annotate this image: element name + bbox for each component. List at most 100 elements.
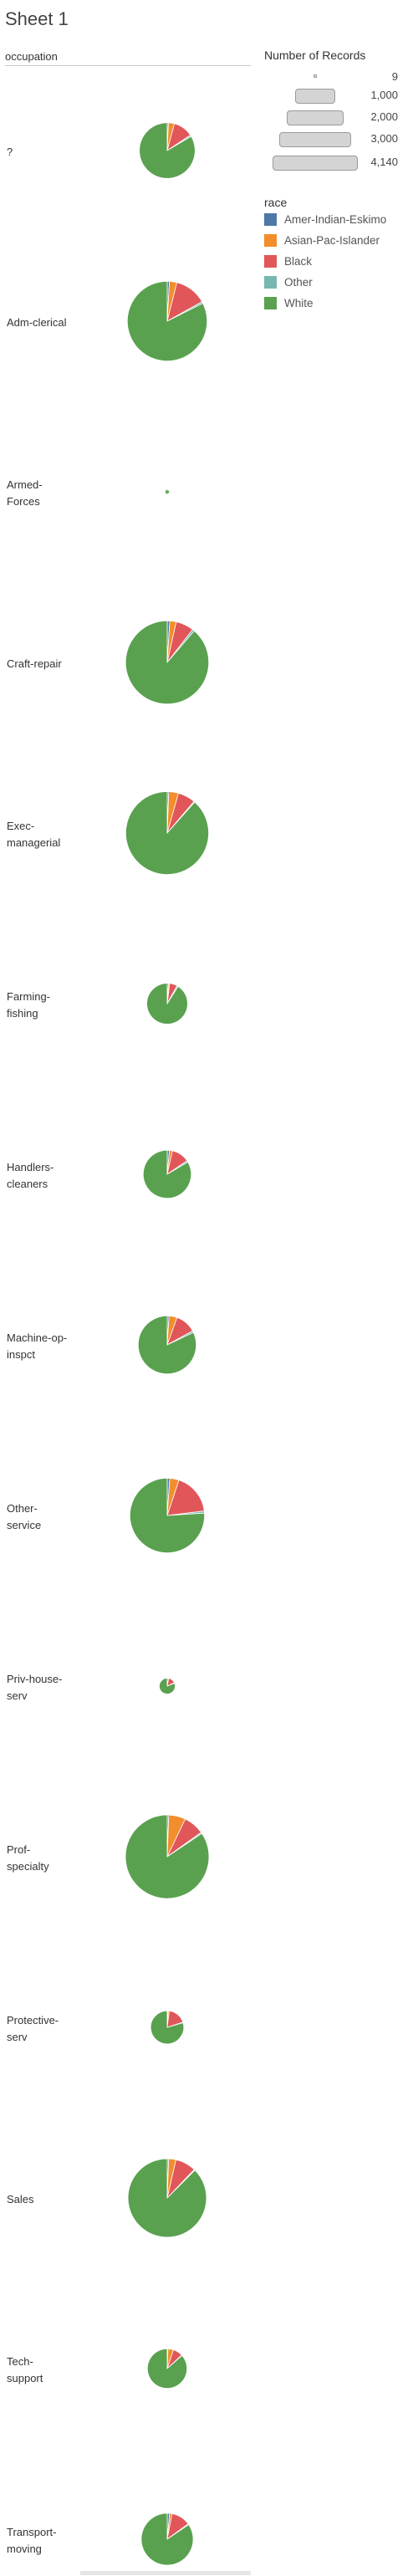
row-label[interactable]: Protective-serv	[7, 2012, 82, 2046]
color-swatch	[264, 276, 277, 289]
row-label[interactable]: Machine-op-inspct	[7, 1330, 82, 1363]
pie-slice[interactable]	[142, 1149, 192, 1199]
row-label[interactable]: Tech-support	[7, 2354, 82, 2387]
row-label-line: Craft-repair	[7, 657, 62, 670]
size-legend-item: 9	[264, 69, 398, 87]
row-label[interactable]: Transport-moving	[7, 2524, 82, 2558]
size-legend-item: 3,000	[264, 130, 398, 149]
row-label-line: Transport-	[7, 2526, 57, 2538]
row-label-line: Prof-	[7, 1843, 31, 1856]
row-label[interactable]: Prof-specialty	[7, 1842, 82, 1875]
row-label[interactable]: ?	[7, 144, 82, 161]
row-label[interactable]: Priv-house-serv	[7, 1671, 82, 1705]
pie-slice[interactable]	[125, 1814, 210, 1899]
color-legend-item[interactable]: Other	[264, 272, 408, 293]
size-legend-mark	[295, 89, 335, 104]
pie[interactable]	[126, 280, 208, 362]
color-legend-label: Other	[284, 276, 313, 289]
pie[interactable]	[129, 1477, 205, 1554]
row-label-line: support	[7, 2372, 43, 2384]
pie-slice[interactable]	[146, 2348, 188, 2389]
row-label-line: cleaners	[7, 1178, 48, 1190]
row-label-line: serv	[7, 2031, 28, 2043]
pie-slice[interactable]	[166, 1480, 205, 1516]
row-label-line: specialty	[7, 1860, 49, 1873]
pie[interactable]	[125, 791, 209, 875]
size-legend: 9 1,000 2,000 3,000 4,140	[264, 64, 408, 189]
color-legend-item[interactable]: Asian-Pac-Islander	[264, 230, 408, 251]
row-label[interactable]: Handlers-cleaners	[7, 1159, 82, 1193]
pie-slice[interactable]	[129, 1477, 205, 1554]
color-legend-item[interactable]: Black	[264, 251, 408, 272]
legend-panel: Number of Records 9 1,000 2,000 3,000 4,140 …	[264, 49, 408, 314]
row-label-line: Forces	[7, 495, 40, 508]
row-label-line: Tech-	[7, 2355, 33, 2368]
pie[interactable]	[127, 2158, 207, 2238]
row-label-line: Sales	[7, 2193, 34, 2205]
row-label-line: service	[7, 1519, 42, 1531]
pie-slice[interactable]	[150, 2010, 185, 2045]
pie[interactable]	[146, 2348, 188, 2389]
size-legend-mark	[279, 132, 351, 147]
pie[interactable]	[165, 489, 170, 494]
row-label[interactable]: Adm-clerical	[7, 314, 82, 331]
row-label-line: managerial	[7, 836, 61, 849]
row-label[interactable]: Sales	[7, 2191, 82, 2208]
size-legend-label: 9	[391, 70, 398, 83]
color-legend-label: Asian-Pac-Islander	[284, 234, 380, 247]
row-label-line: Farming-	[7, 990, 51, 1003]
color-swatch	[264, 297, 277, 309]
pie-slice[interactable]	[127, 2158, 207, 2238]
pie[interactable]	[125, 620, 210, 705]
row-label-line: Armed-	[7, 478, 43, 491]
row-label-line: moving	[7, 2543, 42, 2555]
color-legend-label: Amer-Indian-Eskimo	[284, 213, 387, 226]
row-label-line: serv	[7, 1689, 28, 1702]
color-swatch	[264, 255, 277, 268]
size-legend-mark	[287, 110, 344, 125]
row-label[interactable]: Exec-managerial	[7, 818, 82, 851]
pie[interactable]	[140, 2512, 194, 2566]
color-legend-item[interactable]: Amer-Indian-Eskimo	[264, 209, 408, 230]
column-header-occupation[interactable]: occupation	[5, 50, 58, 63]
color-legend-item[interactable]: White	[264, 293, 408, 314]
pie[interactable]	[159, 1678, 176, 1694]
pie[interactable]	[150, 2010, 185, 2045]
size-legend-label: 1,000	[370, 89, 398, 101]
pie-slice[interactable]	[125, 791, 209, 875]
pie[interactable]	[139, 122, 196, 179]
size-legend-label: 3,000	[370, 132, 398, 145]
row-label-line: Handlers-	[7, 1161, 54, 1173]
row-label-line: fishing	[7, 1007, 38, 1020]
pie[interactable]	[146, 983, 188, 1025]
size-legend-mark	[314, 74, 317, 78]
pie-slice[interactable]	[137, 1315, 197, 1375]
pie-slice[interactable]	[139, 122, 196, 179]
color-legend-label: White	[284, 297, 314, 309]
row-label-line: Other-	[7, 1502, 38, 1515]
pie-slice[interactable]	[126, 280, 208, 362]
row-label[interactable]: Farming-fishing	[7, 989, 82, 1022]
size-legend-label: 4,140	[370, 156, 398, 168]
pie-slice[interactable]	[140, 2512, 194, 2566]
color-swatch	[264, 213, 277, 226]
row-label-line: Machine-op-	[7, 1331, 68, 1344]
color-legend-title: race	[264, 196, 288, 209]
color-legend: Amer-Indian-Eskimo Asian-Pac-Islander Blac…	[264, 209, 408, 314]
horizontal-scrollbar[interactable]	[80, 2571, 251, 2575]
pie-slice[interactable]	[165, 489, 170, 494]
size-legend-item: 1,000	[264, 87, 398, 105]
pie-slice[interactable]	[125, 620, 210, 705]
row-label[interactable]: Armed- Forces	[7, 477, 82, 510]
pie[interactable]	[142, 1149, 192, 1199]
color-legend-label: Black	[284, 255, 313, 268]
pie-slice[interactable]	[146, 983, 188, 1025]
row-label-line: inspct	[7, 1348, 35, 1361]
row-label[interactable]: Other-service	[7, 1500, 82, 1534]
pie[interactable]	[137, 1315, 197, 1375]
row-label[interactable]: Craft-repair	[7, 656, 82, 672]
row-label-line: Protective-	[7, 2014, 59, 2027]
pie[interactable]	[125, 1814, 210, 1899]
pie-slice[interactable]	[159, 1678, 176, 1694]
